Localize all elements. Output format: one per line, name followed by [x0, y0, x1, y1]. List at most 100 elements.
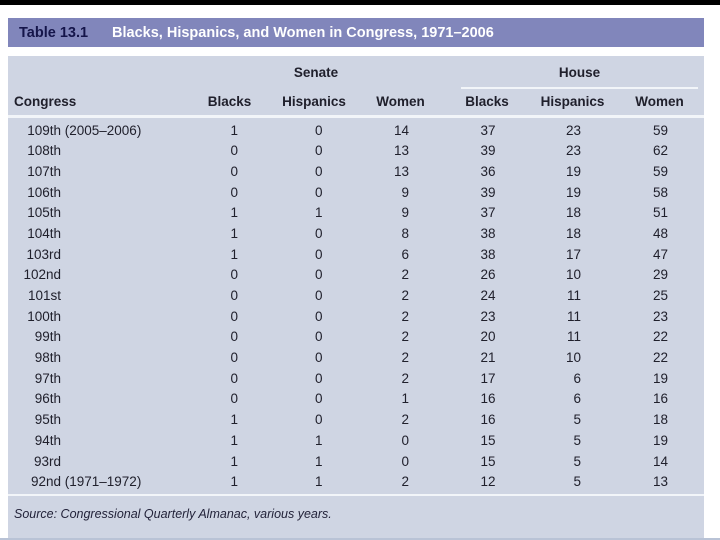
- congress-cell: 92nd (1971–1972): [8, 472, 188, 493]
- table-row: 102nd 0 0 2 26 10 29: [8, 265, 704, 286]
- congress-cell: 95th: [8, 410, 188, 431]
- senate-hispanics-cell: 0: [314, 122, 323, 138]
- table-row: 101st 0 0 2 24 11 25: [8, 286, 704, 307]
- source-note: Source: Congressional Quarterly Almanac,…: [14, 507, 332, 522]
- congress-ordinal: 105th: [27, 205, 61, 221]
- senate-hispanics-cell: 1: [314, 205, 323, 221]
- house-hispanics-cell: 11: [566, 329, 581, 345]
- table-row: 97th 0 0 2 17 6 19: [8, 369, 704, 390]
- table-row: 107th 0 0 13 36 19 59: [8, 162, 704, 183]
- congress-ordinal: 92nd: [30, 474, 61, 490]
- congress-cell: 96th: [8, 389, 188, 410]
- congress-cell: 101st: [8, 286, 188, 307]
- house-women-cell: 59: [652, 163, 668, 179]
- house-women-cell: 19: [652, 370, 668, 386]
- senate-women-cell: 2: [401, 267, 409, 283]
- house-women-cell: 23: [652, 308, 668, 324]
- house-hispanics-cell: 5: [573, 412, 581, 428]
- house-blacks-cell: 39: [480, 184, 496, 200]
- congress-years-note: (1971–1972): [61, 474, 142, 490]
- table-row: 106th 0 0 9 39 19 58: [8, 183, 704, 204]
- congress-ordinal: 98th: [34, 350, 61, 366]
- senate-blacks-cell: 1: [230, 412, 238, 428]
- house-blacks-cell: 24: [480, 288, 496, 303]
- senate-blacks-cell: 0: [230, 143, 238, 159]
- senate-women-cell: 14: [393, 122, 409, 138]
- house-blacks-cell: 21: [480, 350, 496, 366]
- house-blacks-cell: 38: [480, 225, 496, 241]
- house-women-cell: 48: [652, 225, 668, 241]
- bottom-edge-rule: [0, 538, 720, 540]
- senate-blacks-cell: 0: [230, 288, 238, 303]
- table-row: 96th 0 0 1 16 6 16: [8, 389, 704, 410]
- house-blacks-cell: 17: [480, 370, 496, 386]
- congress-cell: 93rd: [8, 452, 188, 473]
- senate-women-cell: 0: [401, 453, 409, 469]
- congress-cell: 94th: [8, 431, 188, 452]
- house-women-cell: 51: [652, 205, 668, 221]
- senate-women-cell: 2: [401, 308, 409, 324]
- house-hispanics-cell: 18: [565, 225, 581, 241]
- house-hispanics-cell: 10: [565, 267, 581, 283]
- house-hispanics-cell: 11: [566, 308, 581, 324]
- house-blacks-cell: 15: [480, 453, 496, 469]
- senate-blacks-cell: 1: [230, 246, 238, 262]
- congress-cell: 104th: [8, 224, 188, 245]
- senate-blacks-cell: 1: [230, 205, 238, 221]
- congress-cell: 108th: [8, 141, 188, 162]
- senate-blacks-cell: 1: [230, 432, 238, 448]
- house-hispanics-cell: 5: [573, 432, 581, 448]
- senate-hispanics-cell: 0: [314, 350, 323, 366]
- congress-cell: 100th: [8, 307, 188, 328]
- house-women-cell: 14: [652, 453, 668, 469]
- congress-cell: 103rd: [8, 245, 188, 266]
- senate-hispanics-cell: 0: [314, 288, 323, 303]
- congress-cell: 102nd: [8, 265, 188, 286]
- senate-hispanics-cell: 0: [314, 184, 323, 200]
- house-women-cell: 22: [652, 329, 668, 345]
- group-header-spacer: [8, 65, 188, 89]
- congress-ordinal: 103rd: [26, 246, 61, 262]
- senate-blacks-cell: 0: [230, 163, 238, 179]
- table-row: 95th 1 0 2 16 5 18: [8, 410, 704, 431]
- house-hispanics-cell: 17: [565, 246, 581, 262]
- senate-hispanics-cell: 0: [314, 225, 323, 241]
- senate-blacks-cell: 0: [230, 267, 238, 283]
- senate-blacks-cell: 0: [230, 350, 238, 366]
- congress-ordinal: 97th: [34, 370, 61, 386]
- column-header-house-women: Women: [635, 94, 684, 109]
- house-women-cell: 19: [652, 432, 668, 448]
- table-panel: Senate House Congress Blacks Hispanics W…: [8, 56, 704, 540]
- column-header-row: Congress Blacks Hispanics Women Blacks H…: [8, 94, 704, 115]
- house-hispanics-cell: 19: [565, 184, 581, 200]
- house-hispanics-cell: 19: [565, 163, 581, 179]
- house-blacks-cell: 39: [480, 143, 496, 159]
- house-blacks-cell: 26: [480, 267, 496, 283]
- column-header-senate-blacks: Blacks: [207, 94, 252, 109]
- senate-blacks-cell: 0: [230, 391, 238, 407]
- senate-women-cell: 2: [401, 474, 409, 490]
- table-row: 98th 0 0 2 21 10 22: [8, 348, 704, 369]
- top-rule: [0, 0, 720, 5]
- senate-blacks-cell: 0: [230, 184, 238, 200]
- house-women-cell: 22: [652, 350, 668, 366]
- group-header-senate: Senate: [293, 65, 339, 80]
- header-divider: [8, 115, 704, 118]
- senate-blacks-cell: 0: [230, 308, 238, 324]
- table-row: 100th 0 0 2 23 11 23: [8, 307, 704, 328]
- congress-ordinal: 107th: [27, 163, 61, 179]
- house-hispanics-cell: 23: [565, 122, 581, 138]
- senate-women-cell: 2: [401, 329, 409, 345]
- congress-cell: 99th: [8, 327, 188, 348]
- congress-ordinal: 96th: [34, 391, 61, 407]
- table-row: 108th 0 0 13 39 23 62: [8, 141, 704, 162]
- house-women-cell: 62: [652, 143, 668, 159]
- congress-ordinal: 106th: [27, 184, 61, 200]
- congress-ordinal: 94th: [34, 432, 61, 448]
- congress-ordinal: 95th: [34, 412, 61, 428]
- congress-cell: 107th: [8, 162, 188, 183]
- congress-ordinal: 104th: [27, 225, 61, 241]
- house-women-cell: 47: [652, 246, 668, 262]
- table-row: 105th 1 1 9 37 18 51: [8, 203, 704, 224]
- senate-hispanics-cell: 1: [314, 453, 323, 469]
